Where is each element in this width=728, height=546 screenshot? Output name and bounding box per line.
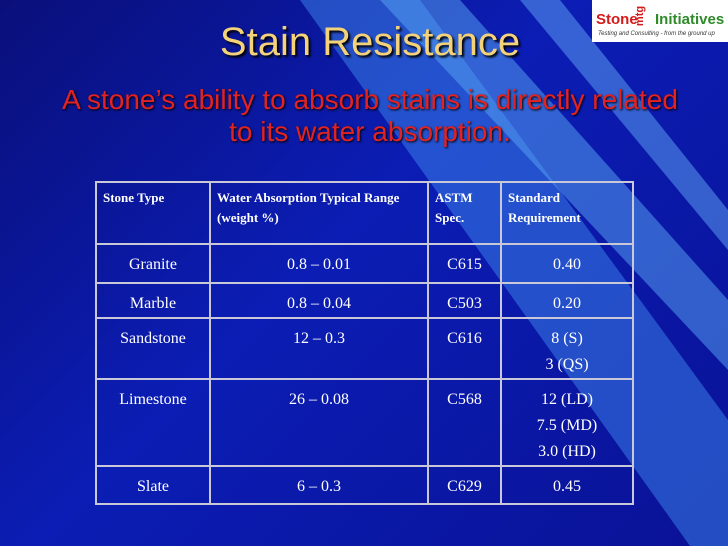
table-cell: C616 bbox=[427, 317, 502, 380]
cell-line: 0.40 bbox=[553, 256, 581, 273]
table-row: Granite 0.8 – 0.01 C615 0.40 bbox=[95, 243, 634, 284]
table-cell: 0.20 bbox=[500, 282, 634, 319]
subtitle: A stone’s ability to absorb stains is di… bbox=[62, 84, 678, 147]
header-cell: Stone Type bbox=[95, 181, 211, 245]
cell-line: 0.45 bbox=[553, 478, 581, 495]
table-cell: Limestone bbox=[95, 378, 211, 467]
table-cell: 6 – 0.3 bbox=[209, 465, 429, 505]
cell-line: 3.0 (HD) bbox=[538, 443, 596, 460]
logo-tagline: Testing and Consulting - from the ground… bbox=[598, 31, 715, 37]
logo: Stone mtg Initiatives Testing and Consul… bbox=[592, 0, 728, 42]
table-row: Slate 6 – 0.3 C629 0.45 bbox=[95, 465, 634, 505]
table-cell: Slate bbox=[95, 465, 211, 505]
cell-line: 0.20 bbox=[553, 295, 581, 312]
table-cell: 12 – 0.3 bbox=[209, 317, 429, 380]
table-cell: C503 bbox=[427, 282, 502, 319]
logo-brand: Stone bbox=[596, 11, 638, 28]
table-row: Sandstone 12 – 0.3 C616 8 (S) 3 (QS) bbox=[95, 317, 634, 380]
table-cell: Granite bbox=[95, 243, 211, 284]
table-cell: 0.8 – 0.04 bbox=[209, 282, 429, 319]
header-cell: Standard Requirement bbox=[500, 181, 634, 245]
cell-line: 7.5 (MD) bbox=[536, 417, 598, 434]
table-cell: 0.8 – 0.01 bbox=[209, 243, 429, 284]
cell-line: 12 (LD) bbox=[541, 391, 593, 408]
table-cell: C568 bbox=[427, 378, 502, 467]
cell-line: 3 (QS) bbox=[545, 356, 589, 373]
table-cell: C615 bbox=[427, 243, 502, 284]
header-row: Stone Type Water Absorption Typical Range… bbox=[95, 181, 634, 245]
logo-name: Initiatives bbox=[655, 11, 725, 28]
data-table: Stone Type Water Absorption Typical Range… bbox=[95, 181, 634, 505]
table-cell: 0.45 bbox=[500, 465, 634, 505]
cell-line: 8 (S) bbox=[551, 330, 583, 347]
table-cell: Marble bbox=[95, 282, 211, 319]
table-cell: 8 (S) 3 (QS) bbox=[500, 317, 634, 380]
table-cell: C629 bbox=[427, 465, 502, 505]
header-cell: Water Absorption Typical Range (weight %… bbox=[209, 181, 429, 245]
header-cell: ASTM Spec. bbox=[427, 181, 502, 245]
table-cell: 12 (LD) 7.5 (MD) 3.0 (HD) bbox=[500, 378, 634, 467]
table-cell: 26 – 0.08 bbox=[209, 378, 429, 467]
table-cell: Sandstone bbox=[95, 317, 211, 380]
table-row: Marble 0.8 – 0.04 C503 0.20 bbox=[95, 282, 634, 319]
title: Stain Resistance bbox=[219, 20, 521, 64]
table-cell: 0.40 bbox=[500, 243, 634, 284]
table-row: Limestone 26 – 0.08 C568 12 (LD) 7.5 (MD) 3.0… bbox=[95, 378, 634, 467]
